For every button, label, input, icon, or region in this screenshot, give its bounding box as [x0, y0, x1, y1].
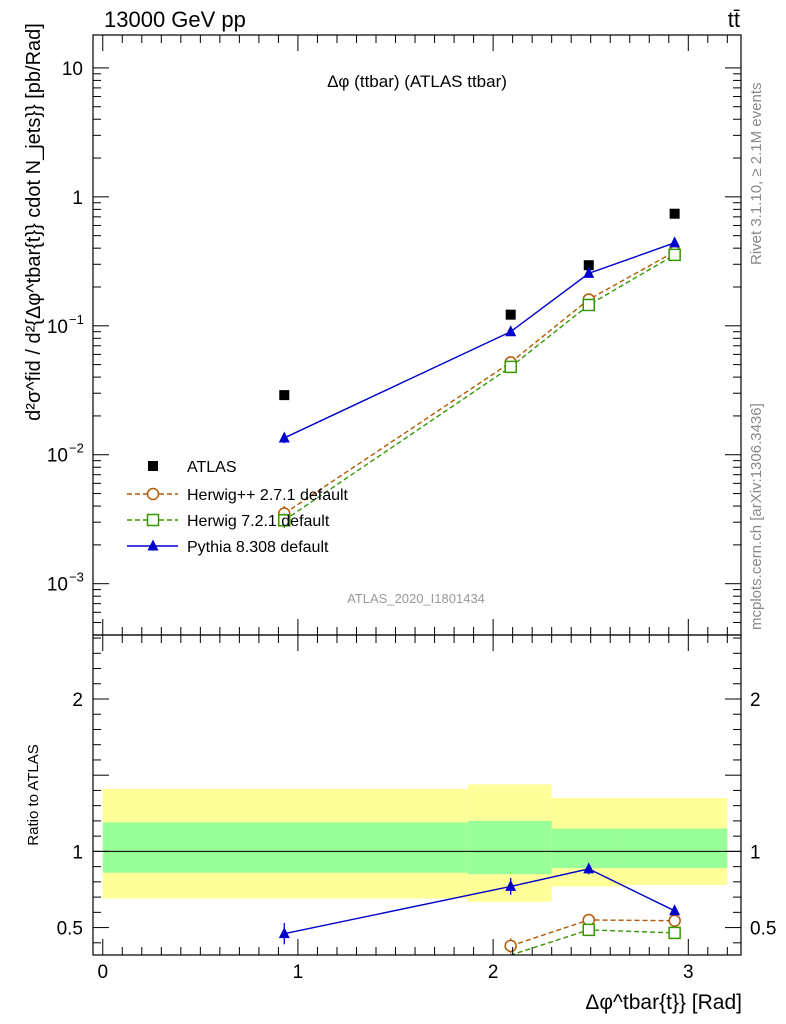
ratio-herwig-2-7-1-default-point: [504, 939, 517, 953]
ratio-band-stat: [102, 822, 468, 873]
ratio-y-tick-label-right: 0.5: [750, 919, 776, 940]
main-herwig-7-2-1-default-point: [582, 298, 596, 312]
main-atlas-point: [279, 390, 290, 401]
legend: ATLAS Herwig++ 2.7.1 default Herwig 7.2.1 …: [127, 459, 349, 556]
main-herwig-7-2-1-default-point: [278, 514, 291, 527]
ratio-y-tick-label-right: 1: [750, 842, 761, 863]
ratio-pythia-8-308-default-point: [669, 904, 681, 916]
plot-title: Δφ (ttbar) (ATLAS ttbar): [327, 72, 507, 91]
analysis-id: ATLAS_2020_I1801434: [347, 591, 485, 606]
legend-herwig-2-7-1-default-marker: [146, 487, 160, 501]
ratio-y-tick-label-left: 2: [72, 690, 83, 711]
main-y-tick-label-exponent: −1: [69, 312, 84, 327]
legend-herwig-2-7-1-default-label: Herwig++ 2.7.1 default: [187, 487, 349, 504]
ratio-pythia-8-308-default-point: [278, 927, 290, 939]
ratio-pythia-8-308-default-point: [583, 862, 595, 874]
main-y-tick-label: 1: [72, 188, 83, 209]
legend-atlas-label: ATLAS: [187, 459, 237, 476]
rivet-label: Rivet 3.1.10, ≥ 2.1M events: [748, 83, 765, 266]
main-herwig-7-2-1-default-point: [504, 360, 517, 374]
energy-label: 13000 GeV pp: [104, 7, 246, 32]
ratio-uncertainty-bands: [102, 784, 728, 902]
x-tick-label: 1: [293, 962, 304, 983]
process-label: tt̄: [728, 7, 740, 32]
main-y-tick-label: 10: [47, 446, 68, 467]
main-herwig-7-2-1-default-line: [283, 254, 675, 521]
main-y-tick-label-exponent: −2: [69, 441, 84, 456]
ratio-y-axis-label: Ratio to ATLAS: [25, 744, 42, 845]
ratio-herwig-2-7-1-default-point: [668, 914, 681, 927]
ratio-pythia-8-308-default-point: [505, 879, 517, 891]
main-herwig-2-7-1-default-line: [283, 251, 675, 515]
main-pythia-8-308-default-point: [505, 325, 517, 337]
ratio-band-stat: [467, 820, 552, 875]
ratio-y-tick-label-right: 2: [750, 690, 761, 711]
x-tick-label: 0: [97, 962, 108, 983]
main-y-tick-label: 10: [47, 317, 68, 338]
x-tick-label: 2: [488, 962, 499, 983]
main-atlas-point: [583, 260, 594, 271]
legend-pythia-8-308-default-label: Pythia 8.308 default: [187, 539, 329, 556]
x-axis-label: Δφ^tbar{t}} [Rad]: [585, 991, 742, 1014]
ratio-y-tick-label-left: 1: [72, 842, 83, 863]
legend-pythia-8-308-default-marker: [147, 539, 159, 551]
source-label: mcplots.cern.ch [arXiv:1306.3436]: [748, 403, 765, 630]
legend-herwig-7-2-1-default-marker: [146, 513, 160, 527]
ratio-pythia-8-308-default-line: [284, 868, 675, 935]
ratio-herwig-7-2-1-default-point: [668, 926, 681, 940]
main-pythia-8-308-default-line: [283, 242, 675, 439]
main-y-tick-label: 10: [47, 575, 68, 596]
main-y-tick-label: 10: [62, 59, 83, 80]
ratio-frame: [92, 634, 742, 956]
legend-atlas-marker: [148, 461, 158, 471]
main-herwig-7-2-1-default-point: [668, 248, 681, 262]
main-y-tick-label-exponent: −3: [69, 570, 84, 585]
ratio-band-stat: [619, 828, 728, 869]
legend-herwig-7-2-1-default-label: Herwig 7.2.1 default: [187, 513, 330, 530]
ratio-series-group: [278, 862, 681, 955]
main-atlas-point: [505, 309, 516, 320]
plot-frames: [92, 34, 742, 956]
main-pythia-8-308-default-point: [669, 236, 681, 248]
ratio-y-tick-label-left: 0.5: [57, 919, 83, 940]
x-tick-label: 3: [683, 962, 694, 983]
main-atlas-point: [669, 208, 680, 219]
main-pythia-8-308-default-point: [278, 431, 290, 443]
main-pythia-8-308-default-point: [583, 266, 595, 278]
main-y-axis-label: d²σ^fid / d²{Δφ^tbar{t}} cdot N_jets}} […: [23, 23, 45, 421]
main-series-group: [278, 208, 681, 529]
ratio-herwig-7-2-1-default-point: [582, 923, 596, 937]
ratio-band-stat: [551, 828, 620, 869]
